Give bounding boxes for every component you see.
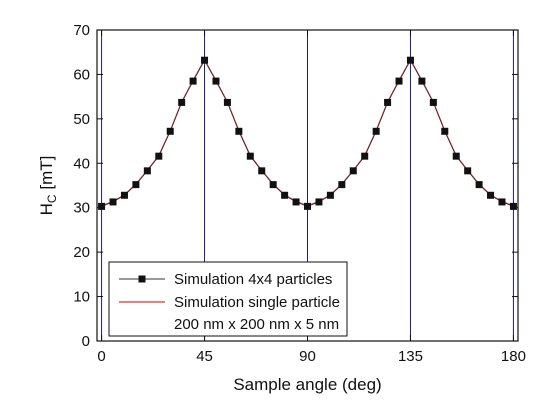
particles-4x4-series bbox=[98, 56, 517, 210]
marker-20 bbox=[143, 167, 151, 175]
marker-90 bbox=[304, 202, 311, 210]
x-axis-label: Sample angle (deg) bbox=[233, 375, 381, 394]
legend-swatch-4x4 bbox=[119, 275, 165, 283]
marker-5 bbox=[109, 198, 117, 206]
marker-135 bbox=[406, 56, 414, 64]
marker-140 bbox=[418, 77, 426, 85]
marker-105 bbox=[338, 181, 346, 189]
marker-45 bbox=[201, 56, 209, 64]
legend-entry-dimensions: 200 nm x 200 nm x 5 nm bbox=[174, 316, 339, 333]
legend-box bbox=[108, 261, 348, 337]
x-tick-label-90: 90 bbox=[299, 348, 316, 365]
y-tick-label-70: 70 bbox=[73, 22, 90, 39]
marker-150 bbox=[441, 127, 449, 135]
marker-100 bbox=[326, 191, 334, 199]
marker-155 bbox=[452, 152, 460, 160]
marker-175 bbox=[498, 198, 506, 206]
marker-35 bbox=[178, 98, 186, 106]
y-tick-label-30: 30 bbox=[73, 200, 90, 217]
marker-50 bbox=[212, 77, 220, 85]
marker-120 bbox=[372, 127, 380, 135]
marker-65 bbox=[246, 152, 254, 160]
y-axis-label-unit: [mT] bbox=[37, 156, 56, 190]
marker-75 bbox=[269, 181, 277, 189]
y-tick-label-50: 50 bbox=[73, 111, 90, 128]
marker-40 bbox=[189, 77, 197, 85]
x-tick-label-0: 0 bbox=[97, 348, 105, 365]
marker-30 bbox=[166, 127, 174, 135]
x-tick-label-135: 135 bbox=[398, 348, 423, 365]
marker-80 bbox=[281, 191, 289, 199]
y-tick-label-0: 0 bbox=[82, 333, 90, 350]
marker-125 bbox=[384, 98, 392, 106]
y-tick-label-20: 20 bbox=[73, 244, 90, 261]
marker-145 bbox=[429, 98, 437, 106]
marker-95 bbox=[315, 198, 323, 206]
marker-130 bbox=[395, 77, 403, 85]
x-tick-label-45: 45 bbox=[196, 348, 213, 365]
y-axis-label-main: H bbox=[37, 203, 56, 215]
marker-70 bbox=[258, 167, 266, 175]
marker-165 bbox=[475, 181, 483, 189]
x-tick-label-180: 180 bbox=[501, 348, 526, 365]
marker-55 bbox=[223, 98, 231, 106]
legend: Simulation 4x4 particles Simulation sing… bbox=[108, 261, 348, 337]
y-tick-label-10: 10 bbox=[73, 289, 90, 306]
marker-170 bbox=[487, 191, 495, 199]
y-tick-label-40: 40 bbox=[73, 155, 90, 172]
marker-110 bbox=[349, 167, 357, 175]
legend-entry-4x4: Simulation 4x4 particles bbox=[174, 271, 332, 288]
marker-10 bbox=[120, 191, 128, 199]
marker-160 bbox=[464, 167, 472, 175]
axis-ticks: 0 45 90 135 180 0 10 20 30 40 50 60 70 bbox=[73, 22, 526, 365]
y-tick-label-60: 60 bbox=[73, 66, 90, 83]
legend-marker-4x4 bbox=[138, 275, 146, 283]
y-axis-label-subscript: C bbox=[45, 194, 59, 203]
marker-85 bbox=[292, 198, 300, 206]
marker-15 bbox=[132, 181, 140, 189]
marker-25 bbox=[155, 152, 163, 160]
marker-115 bbox=[361, 152, 369, 160]
marker-60 bbox=[235, 127, 243, 135]
y-axis-label: HC [mT] bbox=[37, 156, 59, 216]
marker-0 bbox=[98, 202, 106, 210]
legend-entry-single: Simulation single particle bbox=[174, 294, 340, 311]
marker-180 bbox=[509, 202, 517, 210]
